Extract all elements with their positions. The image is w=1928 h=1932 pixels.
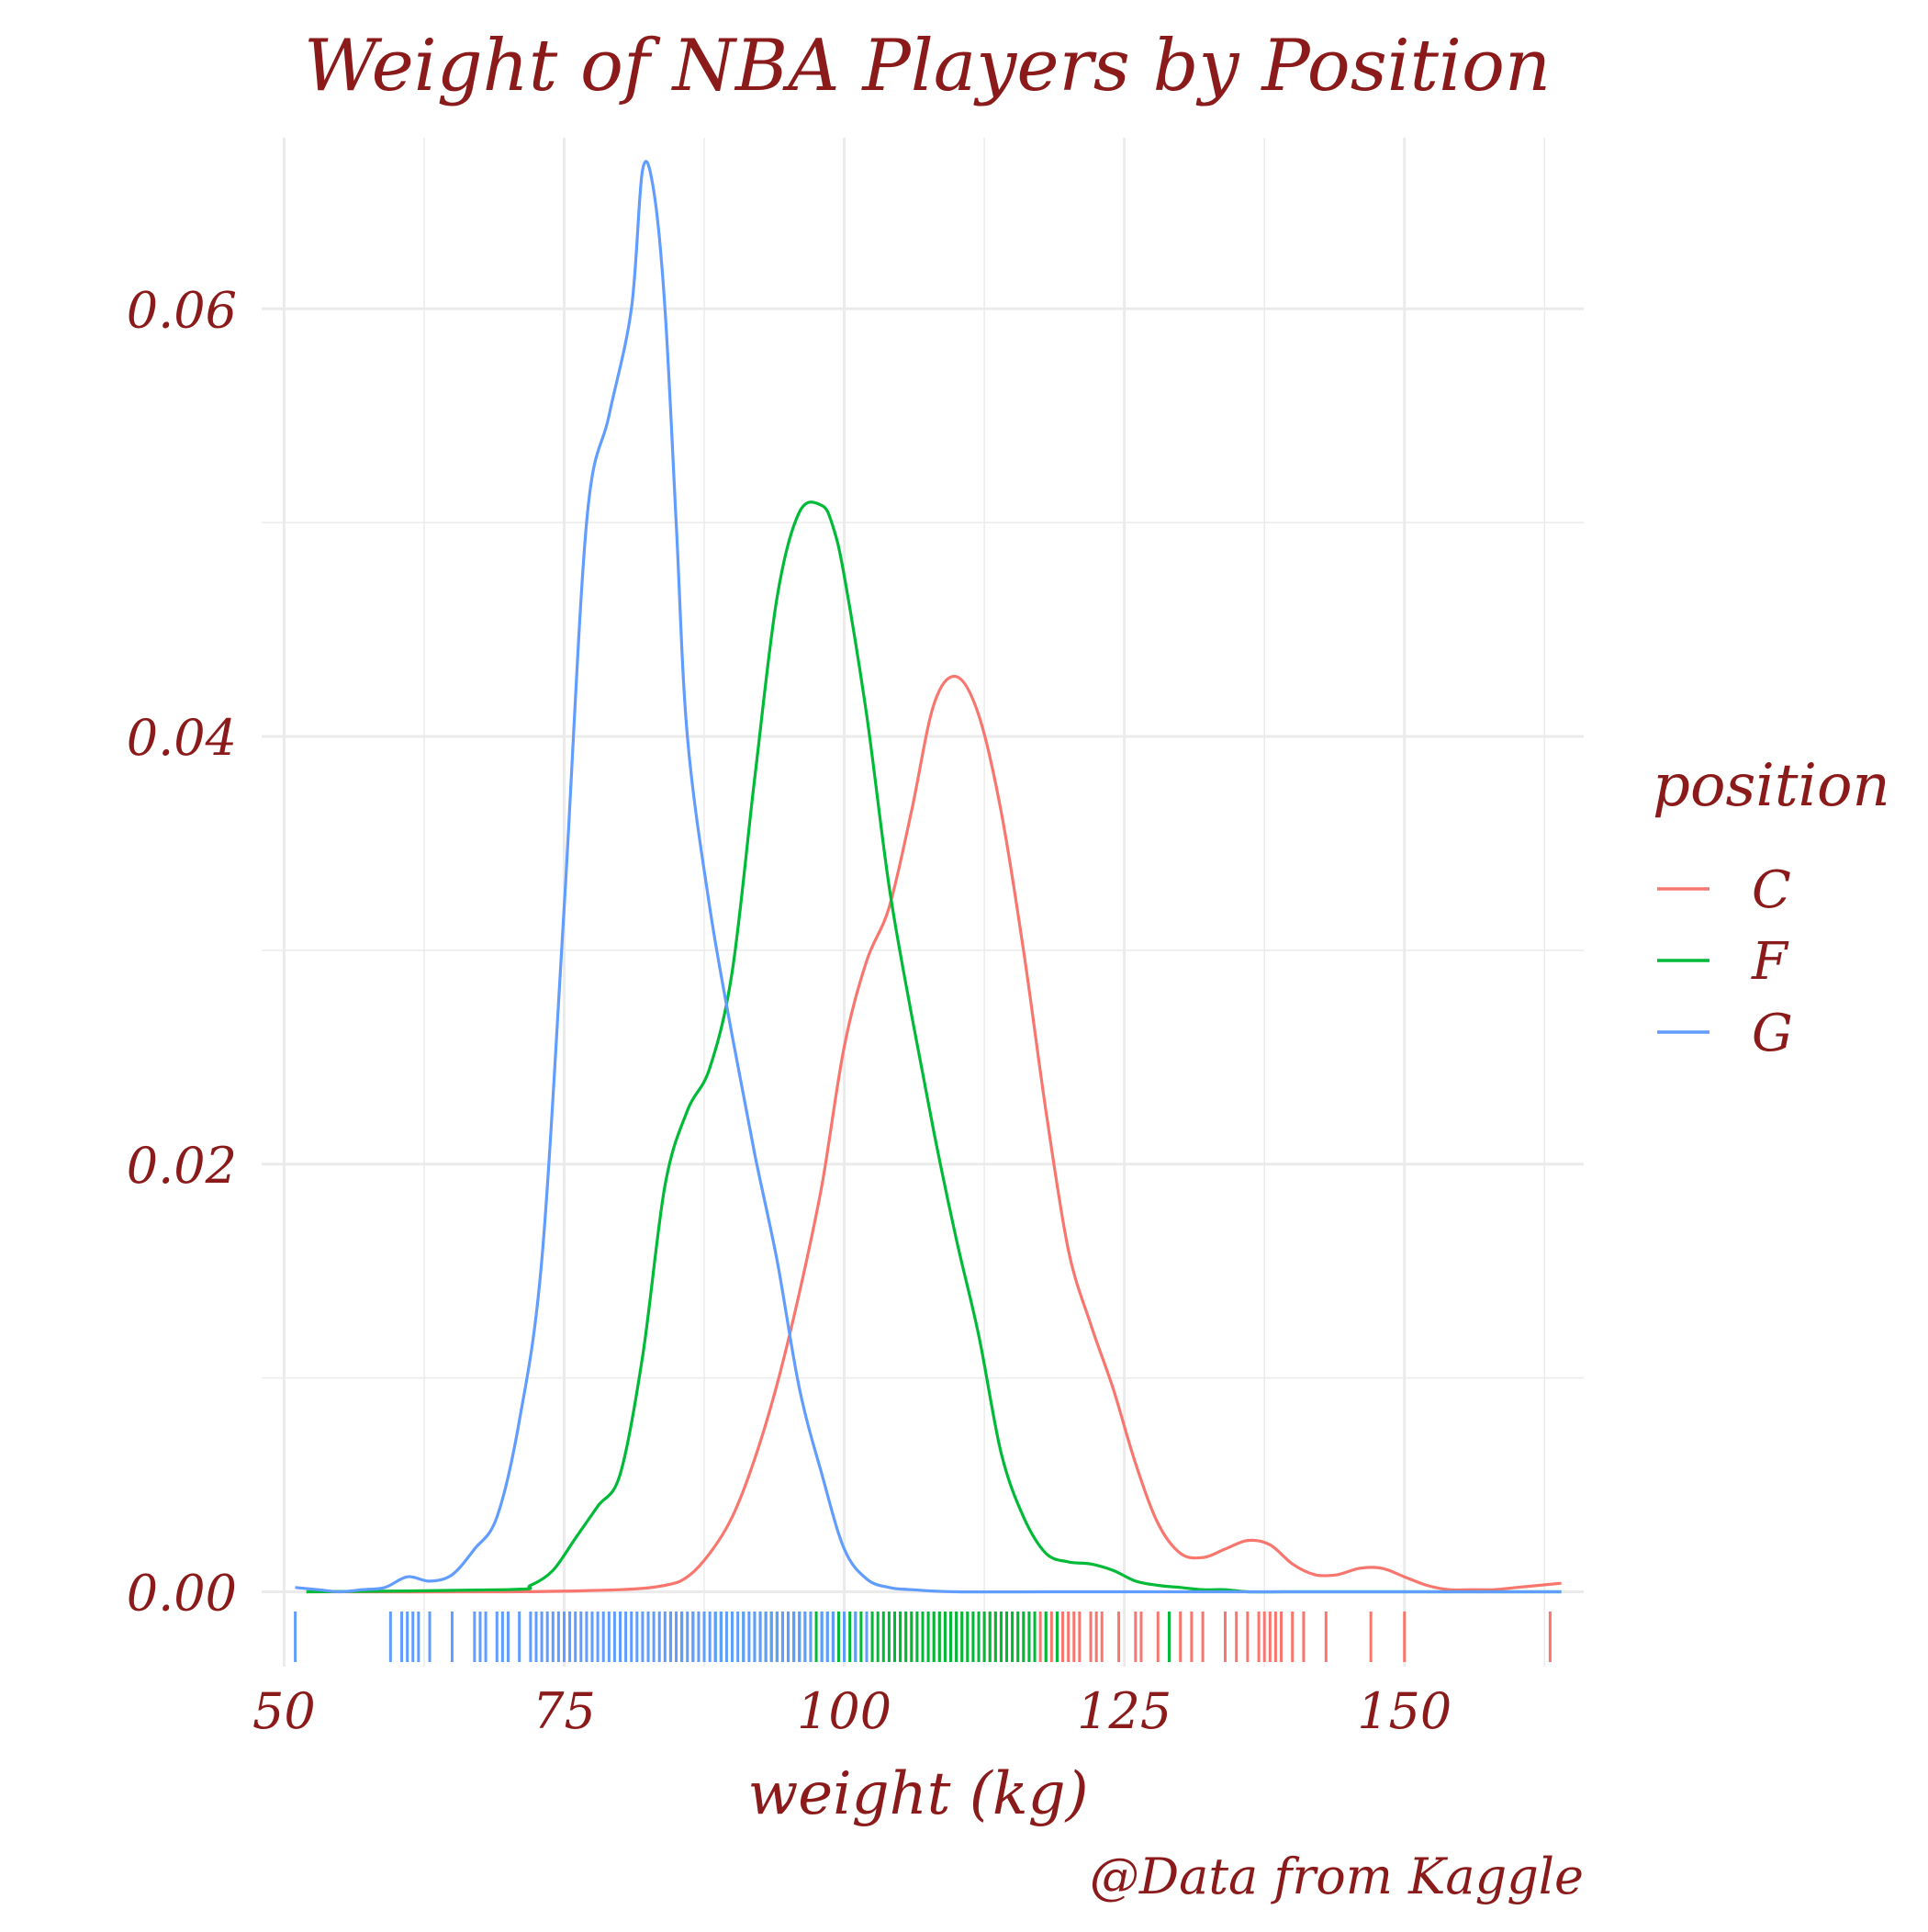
x-axis-ticks: 50 75 100 125 150 — [252, 1682, 1452, 1740]
rug-marks — [294, 1612, 1552, 1662]
caption: @Data from Kaggle — [1090, 1848, 1584, 1905]
legend-label-f: F — [1751, 932, 1789, 992]
density-line-g — [295, 160, 1562, 1594]
density-curves — [295, 160, 1562, 1594]
y-axis-ticks: 0.00 0.02 0.04 0.06 — [127, 281, 237, 1622]
y-tick-label: 0.00 — [127, 1564, 237, 1622]
x-tick-label: 100 — [797, 1682, 891, 1740]
legend-label-g: G — [1752, 1004, 1793, 1063]
x-tick-label: 75 — [532, 1682, 596, 1740]
x-tick-label: 150 — [1357, 1682, 1452, 1740]
chart-title: Weight of NBA Players by Position — [304, 25, 1551, 107]
y-tick-label: 0.06 — [127, 281, 237, 339]
legend: position CFG — [1653, 752, 1890, 1063]
density-line-c — [306, 674, 1562, 1594]
legend-title: position — [1653, 752, 1890, 820]
x-tick-label: 125 — [1077, 1682, 1171, 1740]
legend-label-c: C — [1752, 860, 1791, 920]
grid-lines — [262, 138, 1584, 1667]
density-line-f — [306, 500, 1562, 1594]
y-tick-label: 0.04 — [127, 709, 237, 767]
legend-items: CFG — [1657, 860, 1793, 1063]
y-tick-label: 0.02 — [127, 1137, 237, 1195]
x-axis-label: weight (kg) — [747, 1760, 1088, 1828]
x-tick-label: 50 — [252, 1682, 316, 1740]
